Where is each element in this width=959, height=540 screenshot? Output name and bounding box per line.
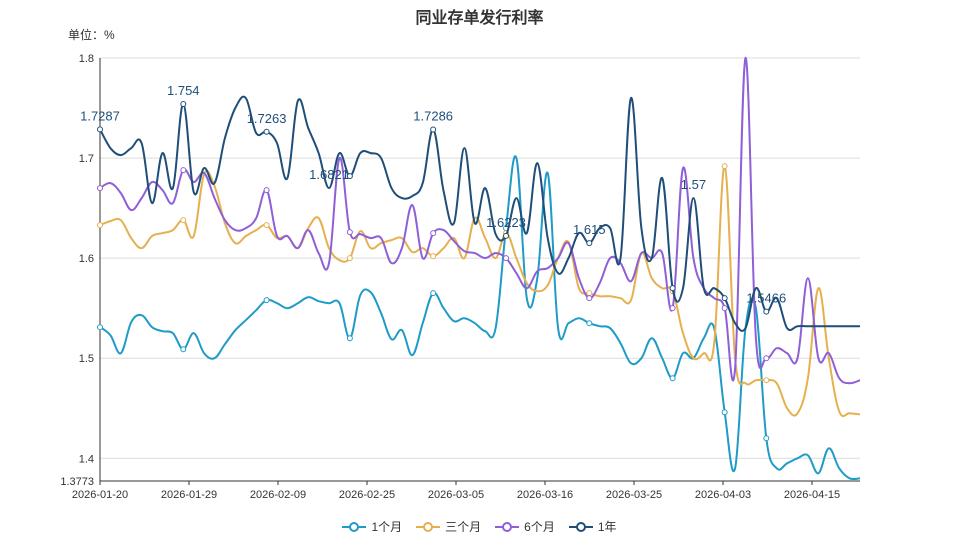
data-point [763, 377, 770, 384]
data-point [586, 320, 593, 327]
data-point [180, 217, 187, 224]
data-point [97, 222, 103, 229]
data-point [430, 126, 437, 133]
data-label: 1.7263 [247, 111, 287, 126]
legend-item[interactable]: 6个月 [495, 518, 555, 535]
data-point [430, 230, 437, 237]
data-point [346, 173, 353, 180]
x-tick-label: 2026-02-25 [339, 489, 395, 501]
data-point [263, 128, 270, 135]
data-point [503, 232, 510, 239]
data-point [721, 295, 728, 302]
data-label: 1.6821 [309, 167, 349, 182]
legend-item[interactable]: 1个月 [342, 518, 402, 535]
data-point [586, 240, 593, 247]
x-tick-label: 2026-04-15 [784, 489, 840, 501]
unit-label: 单位：% [68, 28, 115, 42]
x-tick-label: 2026-03-25 [606, 489, 662, 501]
legend-swatch-icon [568, 521, 593, 532]
data-point [669, 305, 676, 312]
data-point [263, 297, 270, 304]
data-point [346, 229, 353, 236]
legend-item[interactable]: 1年 [568, 518, 617, 535]
data-point [263, 222, 270, 229]
legend-label: 6个月 [524, 520, 555, 534]
data-label: 1.7287 [80, 108, 120, 123]
x-tick-label: 2026-03-05 [428, 489, 484, 501]
data-point [346, 255, 353, 262]
series-line [99, 165, 861, 418]
data-point [180, 167, 187, 174]
series-line [99, 56, 861, 385]
legend-label: 三个月 [445, 520, 482, 534]
data-point [430, 290, 437, 297]
y-tick-label: 1.6 [79, 253, 94, 265]
data-point [763, 355, 770, 362]
data-point [503, 255, 510, 262]
data-label: 1.7286 [413, 108, 453, 123]
data-point [721, 409, 728, 416]
data-point [180, 101, 187, 108]
y-tick-label: 1.8 [79, 53, 94, 65]
y-tick-label: 1.4 [79, 453, 94, 465]
legend-label: 1个月 [371, 520, 403, 534]
data-point [586, 290, 593, 297]
data-point [346, 335, 353, 342]
data-label: 1.615 [573, 222, 606, 237]
x-tick-label: 2026-01-29 [161, 489, 217, 501]
legend-label: 1年 [597, 520, 617, 534]
data-label: 1.57 [681, 177, 706, 192]
series-1 [97, 155, 861, 481]
y-tick-label: 1.5 [79, 353, 94, 365]
chart-title: 同业存单发行利率 [415, 10, 544, 27]
data-point [721, 163, 728, 170]
data-point [263, 187, 270, 194]
data-point [763, 308, 770, 315]
data-point [721, 305, 728, 312]
data-point [180, 346, 187, 353]
y-tick-label: 1.3773 [60, 476, 94, 488]
x-tick-label: 2026-03-16 [517, 489, 573, 501]
data-point [97, 324, 103, 331]
x-tick-label: 2026-02-09 [250, 489, 306, 501]
data-point [669, 285, 676, 292]
data-point [586, 295, 593, 302]
x-tick-label: 2026-01-20 [72, 489, 128, 501]
data-point [669, 375, 676, 382]
y-tick-label: 1.7 [79, 153, 94, 165]
series-4: 1.7287 1.754 1.7263 1.6821 1.7286 1.6223 1.615… [80, 83, 860, 332]
series-3 [97, 56, 861, 385]
data-label: 1.754 [167, 83, 200, 98]
x-tick-label: 2026-04-03 [695, 489, 751, 501]
series-line [99, 155, 861, 481]
data-point [97, 126, 103, 133]
legend-swatch-icon [416, 521, 441, 532]
legend-item[interactable]: 三个月 [416, 518, 481, 535]
data-point [97, 185, 103, 192]
data-label: 1.5466 [746, 291, 786, 306]
data-label: 1.6223 [486, 215, 526, 230]
series-line [99, 95, 860, 332]
legend-swatch-icon [342, 521, 367, 532]
data-point [763, 435, 770, 442]
legend-swatch-icon [495, 521, 520, 532]
data-point [430, 253, 437, 260]
legend: 1个月 三个月 6个月 1年 [0, 518, 959, 535]
